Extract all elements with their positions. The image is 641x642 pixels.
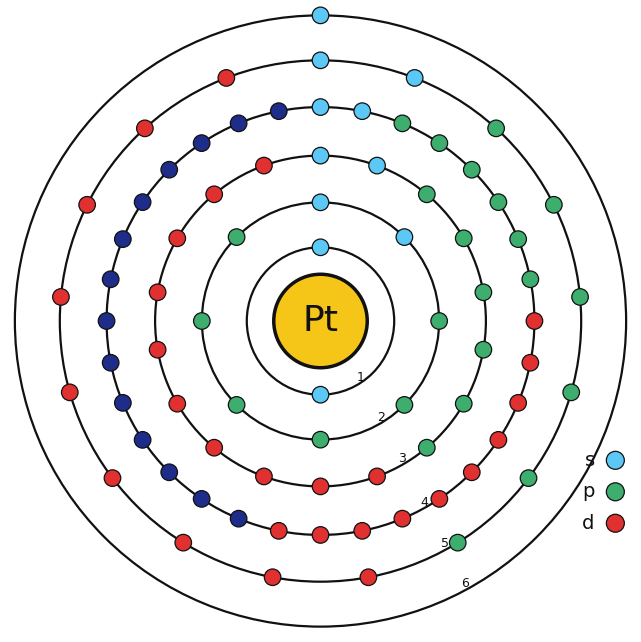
Circle shape bbox=[563, 384, 579, 401]
Circle shape bbox=[312, 431, 329, 448]
Circle shape bbox=[490, 194, 506, 211]
Circle shape bbox=[312, 52, 329, 69]
Circle shape bbox=[312, 7, 329, 24]
Text: 5: 5 bbox=[441, 537, 449, 550]
Circle shape bbox=[312, 386, 329, 403]
Circle shape bbox=[135, 194, 151, 211]
Circle shape bbox=[271, 523, 287, 539]
Circle shape bbox=[271, 103, 287, 119]
Circle shape bbox=[456, 395, 472, 412]
Circle shape bbox=[463, 161, 480, 178]
Circle shape bbox=[545, 196, 562, 213]
Circle shape bbox=[274, 274, 367, 368]
Circle shape bbox=[79, 196, 96, 213]
Text: 2: 2 bbox=[377, 411, 385, 424]
Text: d: d bbox=[582, 514, 595, 533]
Circle shape bbox=[103, 354, 119, 371]
Circle shape bbox=[312, 239, 329, 256]
Circle shape bbox=[488, 120, 504, 137]
Circle shape bbox=[354, 103, 370, 119]
Text: Pt: Pt bbox=[303, 304, 338, 338]
Circle shape bbox=[230, 510, 247, 527]
Circle shape bbox=[522, 271, 538, 288]
Circle shape bbox=[369, 468, 385, 485]
Text: s: s bbox=[585, 451, 595, 470]
Circle shape bbox=[394, 510, 411, 527]
Circle shape bbox=[312, 526, 329, 543]
Circle shape bbox=[475, 342, 492, 358]
Text: 1: 1 bbox=[356, 370, 364, 383]
Circle shape bbox=[312, 194, 329, 211]
Circle shape bbox=[228, 397, 245, 413]
Text: 6: 6 bbox=[462, 577, 469, 590]
Circle shape bbox=[419, 439, 435, 456]
Circle shape bbox=[206, 186, 222, 203]
Circle shape bbox=[431, 490, 447, 507]
Circle shape bbox=[510, 395, 526, 411]
Circle shape bbox=[169, 395, 185, 412]
Circle shape bbox=[218, 69, 235, 86]
Circle shape bbox=[522, 354, 538, 371]
Circle shape bbox=[360, 569, 377, 586]
Circle shape bbox=[312, 478, 329, 495]
Circle shape bbox=[312, 147, 329, 164]
Circle shape bbox=[606, 451, 624, 469]
Circle shape bbox=[463, 464, 480, 481]
Circle shape bbox=[520, 470, 537, 487]
Circle shape bbox=[169, 230, 185, 247]
Circle shape bbox=[526, 313, 543, 329]
Circle shape bbox=[135, 431, 151, 448]
Circle shape bbox=[256, 468, 272, 485]
Circle shape bbox=[228, 229, 245, 245]
Circle shape bbox=[98, 313, 115, 329]
Text: 3: 3 bbox=[398, 452, 406, 465]
Circle shape bbox=[354, 523, 370, 539]
Circle shape bbox=[475, 284, 492, 300]
Circle shape bbox=[572, 289, 588, 305]
Circle shape bbox=[396, 229, 413, 245]
Circle shape bbox=[149, 284, 166, 300]
Circle shape bbox=[369, 157, 385, 174]
Circle shape bbox=[230, 115, 247, 132]
Circle shape bbox=[161, 464, 178, 481]
Text: p: p bbox=[582, 482, 595, 501]
Circle shape bbox=[115, 395, 131, 411]
Text: 4: 4 bbox=[420, 496, 428, 508]
Circle shape bbox=[312, 99, 329, 116]
Circle shape bbox=[264, 569, 281, 586]
Circle shape bbox=[419, 186, 435, 203]
Circle shape bbox=[606, 483, 624, 501]
Circle shape bbox=[194, 135, 210, 152]
Circle shape bbox=[53, 289, 69, 305]
Circle shape bbox=[406, 69, 423, 86]
Circle shape bbox=[431, 313, 447, 329]
Circle shape bbox=[490, 431, 506, 448]
Circle shape bbox=[606, 514, 624, 532]
Circle shape bbox=[175, 534, 192, 551]
Circle shape bbox=[510, 231, 526, 247]
Circle shape bbox=[62, 384, 78, 401]
Circle shape bbox=[206, 439, 222, 456]
Circle shape bbox=[103, 271, 119, 288]
Circle shape bbox=[431, 135, 447, 152]
Circle shape bbox=[149, 342, 166, 358]
Circle shape bbox=[194, 490, 210, 507]
Circle shape bbox=[115, 231, 131, 247]
Circle shape bbox=[194, 313, 210, 329]
Circle shape bbox=[104, 470, 121, 487]
Circle shape bbox=[456, 230, 472, 247]
Circle shape bbox=[161, 161, 178, 178]
Circle shape bbox=[396, 397, 413, 413]
Circle shape bbox=[256, 157, 272, 174]
Circle shape bbox=[394, 115, 411, 132]
Circle shape bbox=[137, 120, 153, 137]
Circle shape bbox=[449, 534, 466, 551]
